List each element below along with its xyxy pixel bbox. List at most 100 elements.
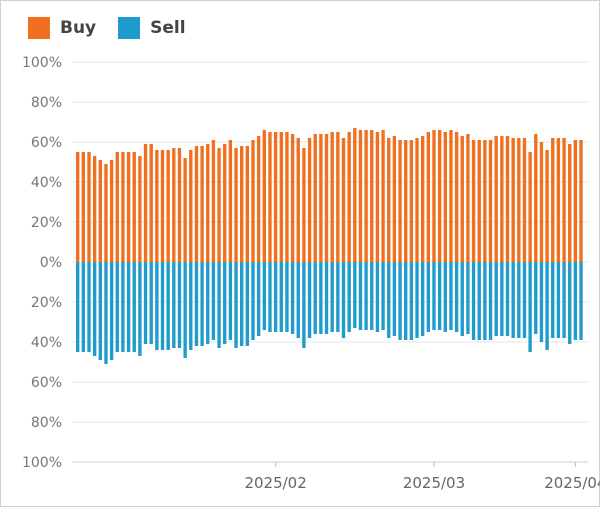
sell-bar: [336, 262, 340, 332]
sell-bar: [477, 262, 481, 340]
sell-bar: [437, 262, 442, 330]
sell-bar: [420, 262, 425, 336]
sell-bar: [200, 262, 204, 346]
sell-bar: [132, 262, 136, 352]
buy-bar: [517, 138, 521, 262]
buy-bar: [358, 130, 363, 262]
buy-bar: [217, 148, 221, 262]
buy-bar: [228, 140, 233, 262]
buy-bar: [330, 132, 334, 262]
buy-bar: [109, 160, 114, 262]
y-tick-label: 20%: [31, 295, 62, 311]
sell-bar: [488, 262, 493, 340]
y-tick-label: 60%: [31, 375, 62, 391]
sell-bar: [211, 262, 216, 340]
buy-bar: [194, 146, 199, 262]
sell-bar: [341, 262, 346, 338]
sell-bar: [172, 262, 176, 348]
sell-bar: [539, 262, 544, 342]
sell-bar: [409, 262, 414, 340]
buy-bar: [279, 132, 283, 262]
buy-bar: [307, 138, 312, 262]
buy-bar: [302, 148, 306, 262]
buy-bar: [398, 140, 402, 262]
buy-bar: [511, 138, 515, 262]
buy-bar: [81, 152, 86, 262]
buy-bar: [143, 144, 148, 262]
sell-bar: [347, 262, 351, 332]
y-tick-label: 20%: [31, 215, 62, 231]
sell-bar: [223, 262, 227, 344]
x-tick-label: 2025/04: [544, 474, 600, 492]
sell-bar: [517, 262, 521, 338]
sell-bar: [268, 262, 272, 332]
sell-bar: [426, 262, 430, 332]
legend-swatch-sell: [118, 17, 141, 39]
buy-bar: [556, 138, 561, 262]
sell-bar: [98, 262, 102, 360]
sell-bar: [364, 262, 368, 330]
buy-bar: [551, 138, 555, 262]
sell-bar: [251, 262, 255, 340]
sell-bar: [415, 262, 419, 338]
sell-bar: [404, 262, 408, 340]
buy-bar: [488, 140, 493, 262]
buy-bar: [573, 140, 578, 262]
buy-bar: [375, 132, 380, 262]
y-tick-label: 100%: [22, 455, 62, 471]
sell-bar: [217, 262, 221, 348]
sell-bar: [307, 262, 312, 338]
sell-bar: [370, 262, 374, 330]
y-tick-label: 40%: [31, 175, 62, 191]
y-tick-label: 80%: [31, 95, 62, 111]
sell-bar: [330, 262, 334, 332]
sell-bar: [432, 262, 436, 330]
sell-bar: [92, 262, 97, 356]
sell-bar: [285, 262, 289, 332]
buy-bar: [381, 130, 385, 262]
buy-bar: [138, 156, 142, 262]
sell-bar: [471, 262, 476, 340]
sell-bar: [262, 262, 266, 330]
sell-bar: [387, 262, 391, 338]
sell-bar: [494, 262, 498, 336]
legend: Buy Sell: [28, 15, 208, 41]
sell-bar: [109, 262, 114, 360]
legend-item-buy[interactable]: Buy: [28, 17, 96, 39]
sell-bar: [87, 262, 91, 352]
buy-bar: [505, 136, 510, 262]
sell-bar: [302, 262, 306, 348]
sell-bar: [443, 262, 447, 332]
buy-bar: [256, 136, 261, 262]
buy-bar: [347, 132, 351, 262]
buy-bar: [477, 140, 481, 262]
buy-bar: [579, 140, 583, 262]
buy-bar: [166, 150, 170, 262]
y-tick-label: 60%: [31, 135, 62, 151]
buy-bar: [245, 146, 250, 262]
legend-label-sell: Sell: [150, 18, 186, 38]
sell-bar: [76, 262, 80, 352]
buy-bar: [409, 140, 414, 262]
x-tick-label: 2025/02: [244, 474, 306, 492]
buy-bar: [240, 146, 244, 262]
sell-bar: [500, 262, 504, 336]
buy-bar: [341, 138, 346, 262]
buy-bar: [177, 148, 182, 262]
sell-bar: [511, 262, 515, 338]
sell-bar: [534, 262, 538, 334]
sell-bar: [313, 262, 317, 334]
sell-bar: [568, 262, 572, 344]
y-tick-label: 80%: [31, 415, 62, 431]
sell-bar: [392, 262, 397, 336]
buy-bar: [539, 142, 544, 262]
buy-bar: [494, 136, 498, 262]
buy-bar: [87, 152, 91, 262]
legend-item-sell[interactable]: Sell: [118, 17, 186, 39]
buy-bar: [132, 152, 136, 262]
buy-bar: [234, 148, 238, 262]
sell-bar: [115, 262, 119, 352]
buy-bar: [189, 150, 193, 262]
buy-bar: [483, 140, 487, 262]
buy-bar: [262, 130, 266, 262]
